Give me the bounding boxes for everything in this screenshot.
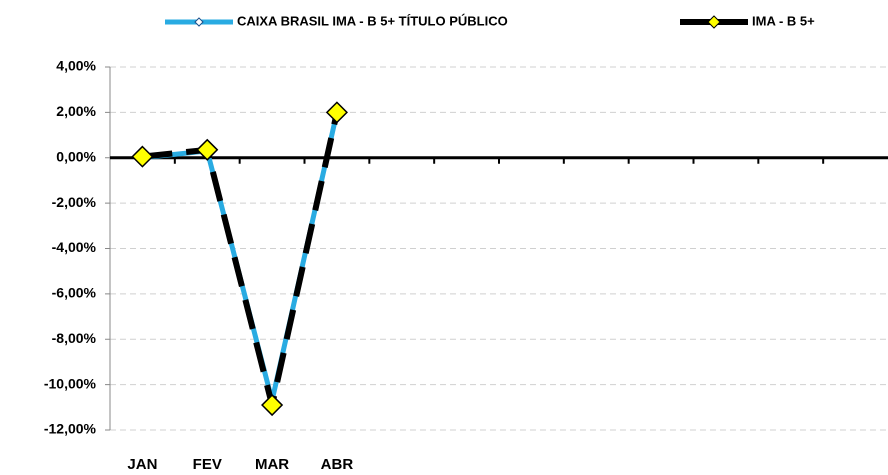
- y-tick-label: -10,00%: [44, 375, 97, 391]
- legend-label: IMA - B 5+: [752, 13, 815, 28]
- marker: [261, 393, 284, 417]
- y-tick-label: -2,00%: [52, 194, 97, 210]
- y-tick-label: 4,00%: [56, 58, 96, 74]
- y-tick-label: -6,00%: [52, 285, 97, 301]
- x-tick-label: ABR: [321, 456, 354, 473]
- legend-marker: [707, 15, 721, 29]
- legend-marker: [194, 17, 204, 27]
- x-tick-label: FEV: [193, 456, 222, 473]
- y-tick-label: -8,00%: [52, 330, 97, 346]
- marker: [325, 101, 348, 124]
- x-tick-label: MAR: [255, 456, 289, 473]
- legend-label: CAIXA BRASIL IMA - B 5+ TÍTULO PÚBLICO: [237, 13, 508, 28]
- y-tick-label: 2,00%: [56, 103, 96, 119]
- marker: [131, 145, 154, 168]
- marker: [196, 138, 219, 161]
- y-tick-label: -12,00%: [44, 421, 97, 437]
- y-tick-label: 0,00%: [56, 148, 96, 164]
- x-tick-label: JAN: [127, 456, 157, 473]
- series-line: [142, 111, 340, 409]
- y-tick-label: -4,00%: [52, 239, 97, 255]
